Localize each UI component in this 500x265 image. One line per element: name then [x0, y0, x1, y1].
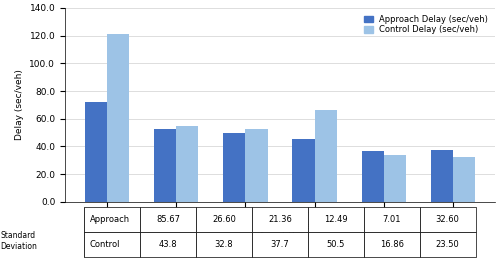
Bar — [292, 139, 314, 202]
Bar — [431, 150, 454, 202]
Bar — [454, 157, 475, 202]
Bar — [384, 155, 406, 202]
Bar — [314, 111, 337, 202]
Y-axis label: Delay (sec/veh): Delay (sec/veh) — [15, 69, 24, 140]
Text: Standard
Deviation: Standard Deviation — [0, 231, 38, 251]
Bar — [362, 151, 384, 202]
Bar — [223, 133, 246, 202]
Bar — [106, 34, 129, 202]
Bar — [154, 129, 176, 202]
Bar — [246, 129, 268, 202]
Bar — [176, 126, 198, 202]
Bar — [84, 102, 106, 202]
Legend: Approach Delay (sec/veh), Control Delay (sec/veh): Approach Delay (sec/veh), Control Delay … — [362, 12, 491, 37]
X-axis label: Axis Title: Axis Title — [260, 231, 300, 240]
